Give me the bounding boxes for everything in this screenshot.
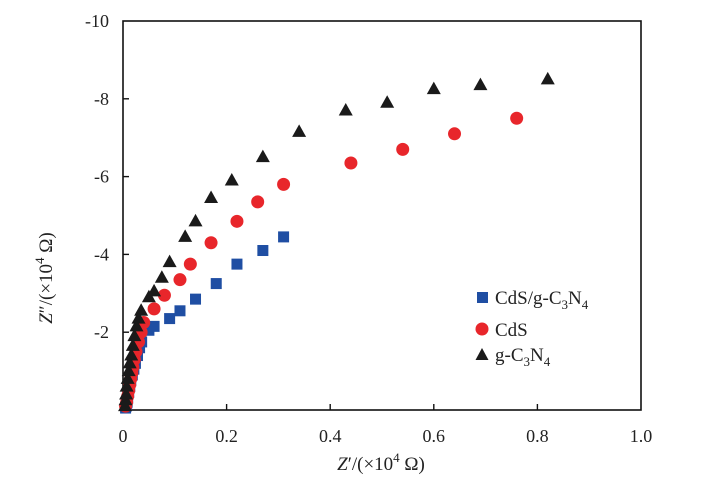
x-axis-title-unit: /(×10 [352, 454, 393, 475]
data-point-triangle [204, 190, 219, 203]
data-point-square [210, 278, 222, 290]
x-axis-title-exp: 4 [393, 450, 400, 465]
y-tick-label: -8 [94, 89, 109, 109]
data-point-triangle [154, 270, 169, 283]
data-point-triangle [426, 81, 441, 95]
data-point-triangle [473, 77, 488, 91]
data-point-square [148, 320, 160, 332]
x-axis-title-prime: ′ [348, 454, 352, 475]
data-point-circle [396, 142, 410, 156]
tick-labels: 0 0.2 0.4 0.6 0.8 1.0 -2 -4 -6 -8 -10 [85, 11, 652, 446]
data-point-circle [157, 288, 171, 302]
legend-gcn-sub1: 3 [524, 354, 531, 369]
data-point-triangle [129, 318, 144, 332]
data-point-triangle [122, 355, 137, 369]
data-point-circle [230, 214, 244, 228]
x-tick-label: 0.8 [526, 426, 549, 446]
legend-cds-gcn-sub1: 3 [562, 297, 569, 312]
y-axis-title: Z″/(×104 Ω) [32, 232, 57, 324]
data-point-circle [510, 111, 524, 125]
data-point-triangle [540, 71, 555, 85]
data-point-circle [204, 236, 218, 250]
y-tick-label: -4 [94, 244, 109, 264]
data-points [118, 71, 555, 414]
x-tick-label: 0.2 [215, 426, 238, 446]
y-tick-label: -6 [94, 167, 109, 187]
data-point-circle [147, 302, 161, 316]
legend-cds-gcn-sub2: 4 [582, 297, 589, 312]
y-tick-label: -2 [94, 322, 109, 342]
x-tick-label: 0.6 [423, 426, 446, 446]
data-point-triangle [255, 149, 270, 163]
x-axis-title-unit-end: Ω) [400, 454, 425, 475]
data-point-triangle [162, 254, 177, 268]
data-point-triangle [131, 311, 146, 324]
data-point-circle [173, 273, 187, 287]
plot-frame [122, 20, 642, 411]
data-point-triangle [120, 371, 135, 384]
x-axis-title: Z′/(×104 Ω) [337, 450, 425, 475]
x-tick-label: 0 [119, 426, 128, 446]
data-point-triangle [119, 386, 134, 400]
data-point-square [174, 305, 186, 317]
legend-gcn-prefix: g-C [495, 345, 524, 366]
data-point-triangle [147, 283, 162, 297]
data-point-square [278, 231, 290, 243]
data-point-square [231, 258, 243, 270]
legend-marker-gcn [475, 348, 489, 360]
data-point-square [257, 245, 269, 257]
x-tick-label: 0.4 [319, 426, 342, 446]
legend-marker-cds [475, 322, 489, 336]
data-point-triangle [134, 303, 149, 316]
data-point-circle [344, 156, 358, 170]
data-point-triangle [292, 124, 307, 137]
y-axis-title-unit-end: Ω) [36, 232, 57, 257]
data-point-triangle [178, 229, 193, 242]
series-circle [119, 111, 524, 413]
data-point-circle [251, 195, 265, 209]
data-point-triangle [125, 338, 140, 351]
data-point-triangle [224, 172, 239, 186]
data-point-circle [277, 177, 291, 191]
legend-cds-gcn-prefix: CdS/g-C [495, 288, 562, 309]
legend-gcn-sub2: 4 [544, 354, 551, 369]
y-axis-title-unit: /(×10 [36, 264, 57, 305]
legend: CdS/g-C3N4 CdS g-C3N4 [475, 288, 589, 369]
y-tick-label: -10 [85, 11, 109, 31]
data-point-triangle [188, 213, 203, 227]
data-point-square [190, 293, 202, 305]
y-axis-title-prime: ″ [36, 305, 57, 313]
data-point-square [164, 313, 176, 325]
legend-gcn-mid: N [530, 345, 544, 366]
y-axis-title-symbol: Z [36, 313, 57, 324]
data-point-circle [183, 257, 197, 271]
legend-label-gcn: g-C3N4 [495, 345, 551, 369]
legend-label-cds: CdS [495, 320, 528, 341]
data-point-triangle [124, 348, 139, 361]
data-point-triangle [119, 379, 134, 392]
series-triangle [118, 71, 555, 412]
x-axis-title-symbol: Z [337, 454, 348, 475]
legend-label-cds-gcn: CdS/g-C3N4 [495, 288, 589, 312]
legend-cds-gcn-mid: N [568, 288, 582, 309]
legend-marker-cds-gcn [477, 292, 488, 303]
data-point-triangle [121, 363, 136, 377]
data-point-triangle [338, 102, 353, 116]
x-tick-label: 1.0 [630, 426, 653, 446]
data-point-triangle [127, 328, 142, 342]
data-point-circle [448, 127, 462, 141]
data-point-triangle [380, 95, 395, 108]
axis-ticks [123, 98, 539, 410]
y-axis-title-exp: 4 [32, 257, 47, 264]
